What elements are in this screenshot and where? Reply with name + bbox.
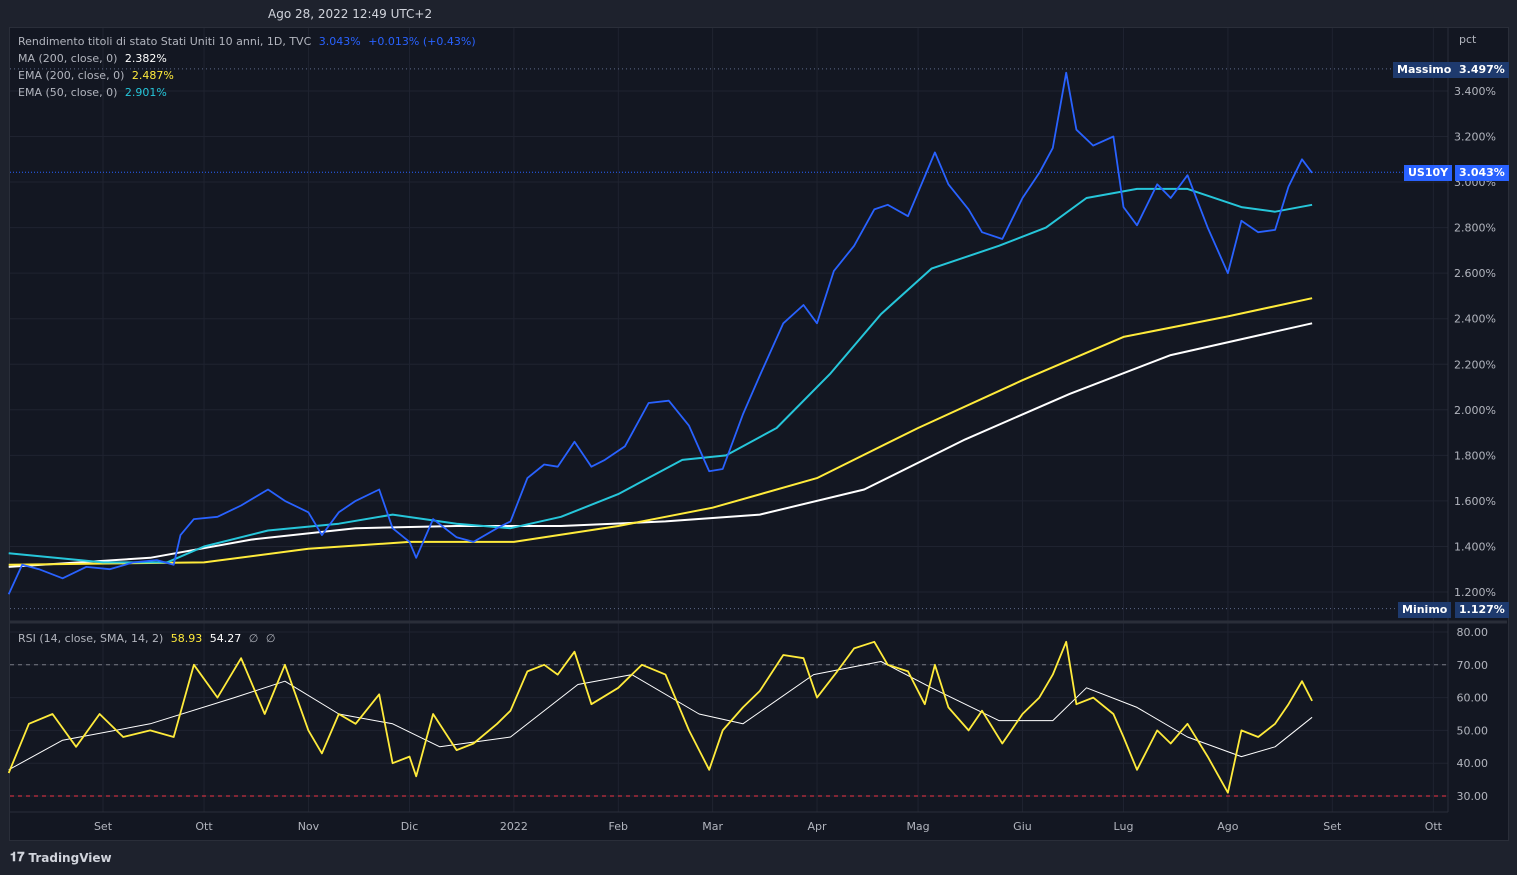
x-tick-label: Feb	[609, 820, 628, 833]
rsi-value: 58.93	[170, 632, 203, 645]
legend-ma200[interactable]: MA (200, close, 0) 2.382%	[18, 52, 167, 65]
price-value: 3.043%	[318, 35, 361, 48]
x-tick-label: Giu	[1013, 820, 1032, 833]
x-tick-label: Ott	[1425, 820, 1443, 833]
x-tick-label: Set	[1323, 820, 1342, 833]
y-tick-label: 1.200%	[1454, 586, 1496, 599]
symbol-tag: US10Y	[1404, 165, 1453, 181]
low-label: Minimo	[1398, 602, 1452, 618]
ma200-value: 2.382%	[124, 52, 167, 65]
y-tick-label: 2.400%	[1454, 313, 1496, 326]
legend-ema200[interactable]: EMA (200, close, 0) 2.487%	[18, 69, 174, 82]
rsi-extra-2: ∅	[265, 632, 276, 645]
legend-rsi[interactable]: RSI (14, close, SMA, 14, 2) 58.93 54.27 …	[18, 632, 275, 645]
y-tick-label: 3.400%	[1454, 85, 1496, 98]
rsi-tick-label: 30.00	[1457, 790, 1489, 803]
legend-ema50[interactable]: EMA (50, close, 0) 2.901%	[18, 86, 167, 99]
axis-unit: pct	[1459, 33, 1477, 46]
rsi-tick-label: 50.00	[1457, 724, 1489, 737]
ma200-label: MA (200, close, 0)	[18, 52, 118, 65]
low-value: 1.127%	[1455, 602, 1509, 618]
rsi-tick-label: 70.00	[1457, 659, 1489, 672]
x-tick-label: Ago	[1217, 820, 1239, 833]
x-tick-label: Nov	[298, 820, 320, 833]
rsi-tick-label: 80.00	[1457, 626, 1489, 639]
x-tick-label: Lug	[1114, 820, 1134, 833]
legend-main[interactable]: Rendimento titoli di stato Stati Uniti 1…	[18, 35, 476, 48]
ema50-line	[8, 187, 1313, 564]
rsi-tick-label: 60.00	[1457, 692, 1489, 705]
price-line	[7, 71, 1313, 595]
x-tick-label: Ott	[195, 820, 213, 833]
ema50-value: 2.901%	[124, 86, 167, 99]
ema50-label: EMA (50, close, 0)	[18, 86, 118, 99]
rsi-line	[7, 640, 1313, 794]
last-price-tag: 3.043%	[1455, 165, 1509, 181]
x-tick-label: 2022	[500, 820, 528, 833]
cursor-datetime: Ago 28, 2022 12:49 UTC+2	[268, 7, 433, 21]
x-tick-label: Set	[94, 820, 113, 833]
symbol-title: Rendimento titoli di stato Stati Uniti 1…	[18, 35, 312, 48]
ema200-label: EMA (200, close, 0)	[18, 69, 125, 82]
y-tick-label: 3.200%	[1454, 131, 1496, 144]
ema200-value: 2.487%	[131, 69, 174, 82]
y-tick-label: 1.600%	[1454, 495, 1496, 508]
price-change: +0.013% (+0.43%)	[368, 35, 476, 48]
rsi-extra-1: ∅	[248, 632, 259, 645]
high-value: 3.497%	[1455, 62, 1509, 78]
rsi-tick-label: 40.00	[1457, 757, 1489, 770]
tradingview-logo[interactable]: 𝟏𝟕 TradingView	[10, 850, 112, 865]
rsi-label: RSI (14, close, SMA, 14, 2)	[18, 632, 164, 645]
y-tick-label: 2.800%	[1454, 222, 1496, 235]
y-tick-label: 1.400%	[1454, 540, 1496, 553]
y-tick-label: 1.800%	[1454, 449, 1496, 462]
tv-logo-icon: 𝟏𝟕	[10, 850, 25, 865]
chart-frame[interactable]	[9, 27, 1509, 841]
x-tick-label: Mag	[906, 820, 929, 833]
y-tick-label: 2.200%	[1454, 358, 1496, 371]
x-tick-label: Mar	[702, 820, 723, 833]
x-tick-label: Dic	[401, 820, 419, 833]
y-tick-label: 2.600%	[1454, 267, 1496, 280]
rsi-sma-value: 54.27	[209, 632, 242, 645]
ema200-line	[8, 297, 1313, 566]
x-tick-label: Apr	[808, 820, 828, 833]
brand-name: TradingView	[28, 850, 112, 865]
high-label: Massimo	[1393, 62, 1456, 78]
ma200-line	[8, 322, 1313, 568]
y-tick-label: 2.000%	[1454, 404, 1496, 417]
